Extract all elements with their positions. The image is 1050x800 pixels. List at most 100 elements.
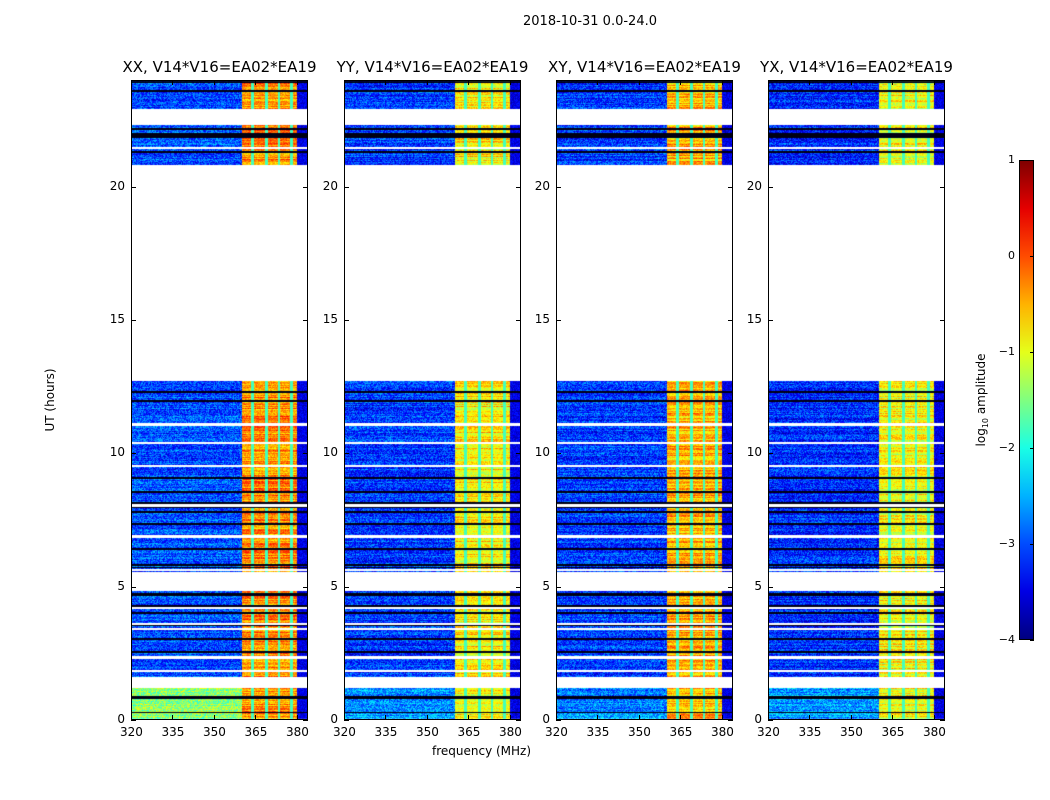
y-tick [131, 453, 136, 455]
y-tick-label: 15 [746, 312, 762, 326]
heatmap-image [768, 80, 945, 720]
x-tick [172, 715, 174, 720]
x-tick [426, 80, 428, 85]
y-tick [303, 586, 308, 588]
x-tick-label: 320 [120, 725, 143, 739]
x-tick [638, 715, 640, 720]
y-tick [768, 320, 773, 321]
colorbar [1019, 160, 1034, 640]
y-tick [516, 186, 521, 188]
y-tick [344, 720, 349, 721]
colorbar-tick [1030, 544, 1034, 545]
y-tick [768, 720, 773, 721]
x-tick [468, 715, 470, 720]
x-tick [296, 715, 298, 720]
x-tick-label: 335 [586, 725, 610, 739]
y-tick [516, 720, 521, 721]
colorbar-tick [1030, 256, 1034, 257]
y-tick [344, 453, 349, 455]
y-tick [303, 320, 308, 321]
heatmap-image [556, 80, 733, 720]
colorbar-tick [1030, 448, 1034, 449]
y-tick [940, 720, 945, 721]
x-tick-label: 350 [839, 725, 863, 739]
colorbar-tick-label: −3 [998, 537, 1015, 550]
y-tick [131, 320, 136, 321]
y-tick-label: 15 [322, 312, 338, 326]
x-tick [809, 80, 811, 85]
y-tick [131, 186, 136, 188]
x-tick [131, 715, 132, 720]
y-tick [344, 320, 349, 321]
heatmap-image [131, 80, 308, 720]
x-tick [509, 715, 511, 720]
x-tick-label: 335 [798, 725, 822, 739]
y-tick-label: 0 [754, 712, 762, 726]
x-tick [213, 715, 215, 720]
x-tick [296, 80, 298, 85]
x-tick-label: 335 [161, 725, 185, 739]
x-tick-label: 380 [285, 725, 309, 739]
y-tick-label: 15 [109, 312, 125, 326]
y-tick [940, 453, 945, 455]
y-tick-label: 0 [117, 712, 125, 726]
x-tick [556, 80, 557, 85]
y-tick [768, 453, 773, 455]
waterfall-panel-4: YX, V14*V16=EA02*EA19 320 335 350 365 380 0 5 10… [747, 58, 953, 739]
heatmap-image [344, 80, 521, 720]
x-tick [768, 80, 769, 85]
axes-frame [768, 80, 945, 720]
y-tick-label: 5 [117, 578, 125, 593]
waterfall-panel-2: YY, V14*V16=EA02*EA19 320 335 350 365 380 0 5 10… [323, 58, 529, 739]
y-tick [344, 186, 349, 188]
colorbar-tick-label: 1 [1008, 153, 1015, 166]
x-tick-label: 350 [202, 725, 226, 739]
x-tick [768, 715, 769, 720]
x-tick [385, 80, 387, 85]
x-tick [809, 715, 811, 720]
axes-frame [556, 80, 733, 720]
y-tick [728, 186, 733, 188]
y-tick [303, 453, 308, 455]
x-tick [892, 715, 894, 720]
x-tick [933, 80, 935, 85]
waterfall-panel-1: XX, V14*V16=EA02*EA19 320 335 350 365 380 0 5 10… [110, 58, 317, 739]
y-tick-label: 0 [542, 712, 550, 726]
y-tick-label: 5 [330, 578, 338, 593]
x-tick-label: 380 [922, 725, 946, 739]
x-tick [680, 715, 682, 720]
y-tick [556, 720, 561, 721]
x-tick [344, 80, 345, 85]
x-tick [385, 715, 387, 720]
y-tick [768, 586, 773, 588]
x-tick [509, 80, 511, 85]
y-tick [131, 720, 136, 721]
y-tick-label: 20 [534, 178, 550, 193]
x-tick [638, 80, 640, 85]
x-tick [468, 80, 470, 85]
x-tick [255, 715, 257, 720]
y-tick [516, 586, 521, 588]
y-tick [556, 586, 561, 588]
x-tick [597, 715, 599, 720]
colorbar-tick [1030, 640, 1034, 641]
y-tick-label: 15 [534, 312, 550, 326]
y-tick [131, 586, 136, 588]
colorbar-tick [1030, 160, 1034, 161]
y-tick-label: 20 [322, 178, 338, 193]
x-tick [131, 80, 132, 85]
x-tick-label: 365 [244, 725, 268, 739]
y-tick-label: 10 [746, 445, 762, 460]
colorbar-tick-label: −2 [998, 441, 1015, 454]
figure-title: 2018-10-31 0.0-24.0 [523, 14, 657, 29]
x-tick [892, 80, 894, 85]
colorbar-tick [1030, 352, 1034, 353]
panel-title: XY, V14*V16=EA02*EA19 [548, 58, 741, 76]
x-tick [721, 715, 723, 720]
colorbar-label: log10 amplitude [973, 353, 991, 447]
x-tick-label: 365 [669, 725, 693, 739]
x-tick-label: 365 [881, 725, 905, 739]
y-tick [516, 453, 521, 455]
y-tick-label: 5 [542, 578, 550, 593]
